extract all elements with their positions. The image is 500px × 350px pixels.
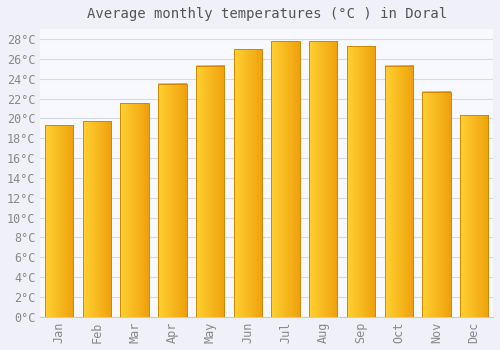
Title: Average monthly temperatures (°C ) in Doral: Average monthly temperatures (°C ) in Do… xyxy=(86,7,446,21)
